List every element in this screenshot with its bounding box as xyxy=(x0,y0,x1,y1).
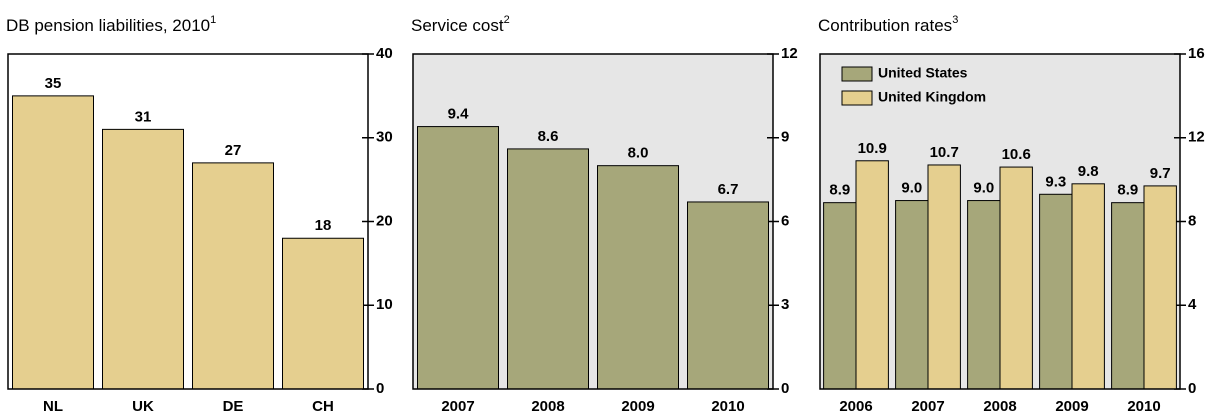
x-tick-label: 2010 xyxy=(711,398,744,415)
y-tick-label: 40 xyxy=(376,45,393,62)
bar xyxy=(967,200,1001,390)
bar xyxy=(927,164,961,390)
legend-label: United States xyxy=(878,65,968,81)
bar xyxy=(192,162,274,390)
footnote-mark: 2 xyxy=(504,14,510,26)
x-tick-label: CH xyxy=(312,398,334,415)
value-label: 9.4 xyxy=(448,106,470,123)
bar xyxy=(597,165,679,390)
y-tick-label: 20 xyxy=(376,212,393,229)
plot-frame xyxy=(412,53,774,390)
bar xyxy=(1039,193,1073,390)
bar xyxy=(687,201,769,390)
value-label: 31 xyxy=(135,108,152,125)
value-label: 6.7 xyxy=(718,181,739,198)
value-label: 10.7 xyxy=(930,144,959,161)
x-tick-label: 2007 xyxy=(911,398,944,415)
x-tick-label: 2009 xyxy=(1055,398,1088,415)
value-label: 9.3 xyxy=(1045,173,1066,190)
y-tick-label: 16 xyxy=(1188,45,1205,62)
legend-swatch xyxy=(841,90,873,106)
chart-title: Service cost2 xyxy=(411,14,510,36)
bar xyxy=(282,237,364,390)
bar xyxy=(1143,185,1177,390)
bar xyxy=(999,166,1033,390)
y-tick-label: 6 xyxy=(781,212,789,229)
x-tick-label: 2008 xyxy=(531,398,564,415)
x-tick-label: UK xyxy=(132,398,154,415)
chart-title-text: DB pension liabilities, 2010 xyxy=(6,16,210,35)
bar xyxy=(507,148,589,390)
legend-label: United Kingdom xyxy=(878,89,986,105)
x-tick-label: 2006 xyxy=(839,398,872,415)
y-tick-label: 12 xyxy=(1188,129,1205,146)
value-label: 9.0 xyxy=(973,180,994,197)
x-tick-label: DE xyxy=(223,398,244,415)
bar xyxy=(1111,202,1145,390)
value-label: 8.9 xyxy=(1117,182,1138,199)
value-label: 18 xyxy=(315,217,332,234)
value-label: 35 xyxy=(45,75,62,92)
bar xyxy=(417,126,499,390)
legend-swatch xyxy=(841,66,873,82)
y-tick-label: 12 xyxy=(781,45,798,62)
footnote-mark: 3 xyxy=(952,14,958,26)
bar xyxy=(823,202,857,390)
bar xyxy=(12,95,94,390)
chart-title: Contribution rates3 xyxy=(818,14,958,36)
value-label: 10.9 xyxy=(858,140,887,157)
y-tick-label: 0 xyxy=(376,380,384,397)
x-tick-label: 2010 xyxy=(1127,398,1160,415)
y-tick-label: 8 xyxy=(1188,212,1196,229)
bar xyxy=(895,200,929,390)
x-tick-label: 2008 xyxy=(983,398,1016,415)
plot-frame xyxy=(7,53,369,390)
y-tick-label: 9 xyxy=(781,129,789,146)
x-tick-label: 2009 xyxy=(621,398,654,415)
value-label: 8.9 xyxy=(829,182,850,199)
bar xyxy=(1071,183,1105,390)
value-label: 27 xyxy=(225,142,242,159)
y-tick-label: 30 xyxy=(376,129,393,146)
x-tick-label: 2007 xyxy=(441,398,474,415)
x-tick-label: NL xyxy=(43,398,63,415)
y-tick-label: 4 xyxy=(1188,296,1197,313)
bar xyxy=(855,160,889,390)
y-tick-label: 0 xyxy=(781,380,789,397)
value-label: 9.7 xyxy=(1150,165,1171,182)
chart-title: DB pension liabilities, 20101 xyxy=(6,14,216,36)
value-label: 10.6 xyxy=(1002,146,1031,163)
value-label: 8.0 xyxy=(628,145,649,162)
chart-title-text: Contribution rates xyxy=(818,16,952,35)
value-label: 8.6 xyxy=(538,128,559,145)
value-label: 9.0 xyxy=(901,180,922,197)
bar xyxy=(102,128,184,390)
chart-title-text: Service cost xyxy=(411,16,504,35)
plot-frame xyxy=(819,53,1181,390)
y-tick-label: 3 xyxy=(781,296,789,313)
y-tick-label: 10 xyxy=(376,296,393,313)
y-tick-label: 0 xyxy=(1188,380,1196,397)
value-label: 9.8 xyxy=(1078,163,1099,180)
footnote-mark: 1 xyxy=(210,14,216,26)
